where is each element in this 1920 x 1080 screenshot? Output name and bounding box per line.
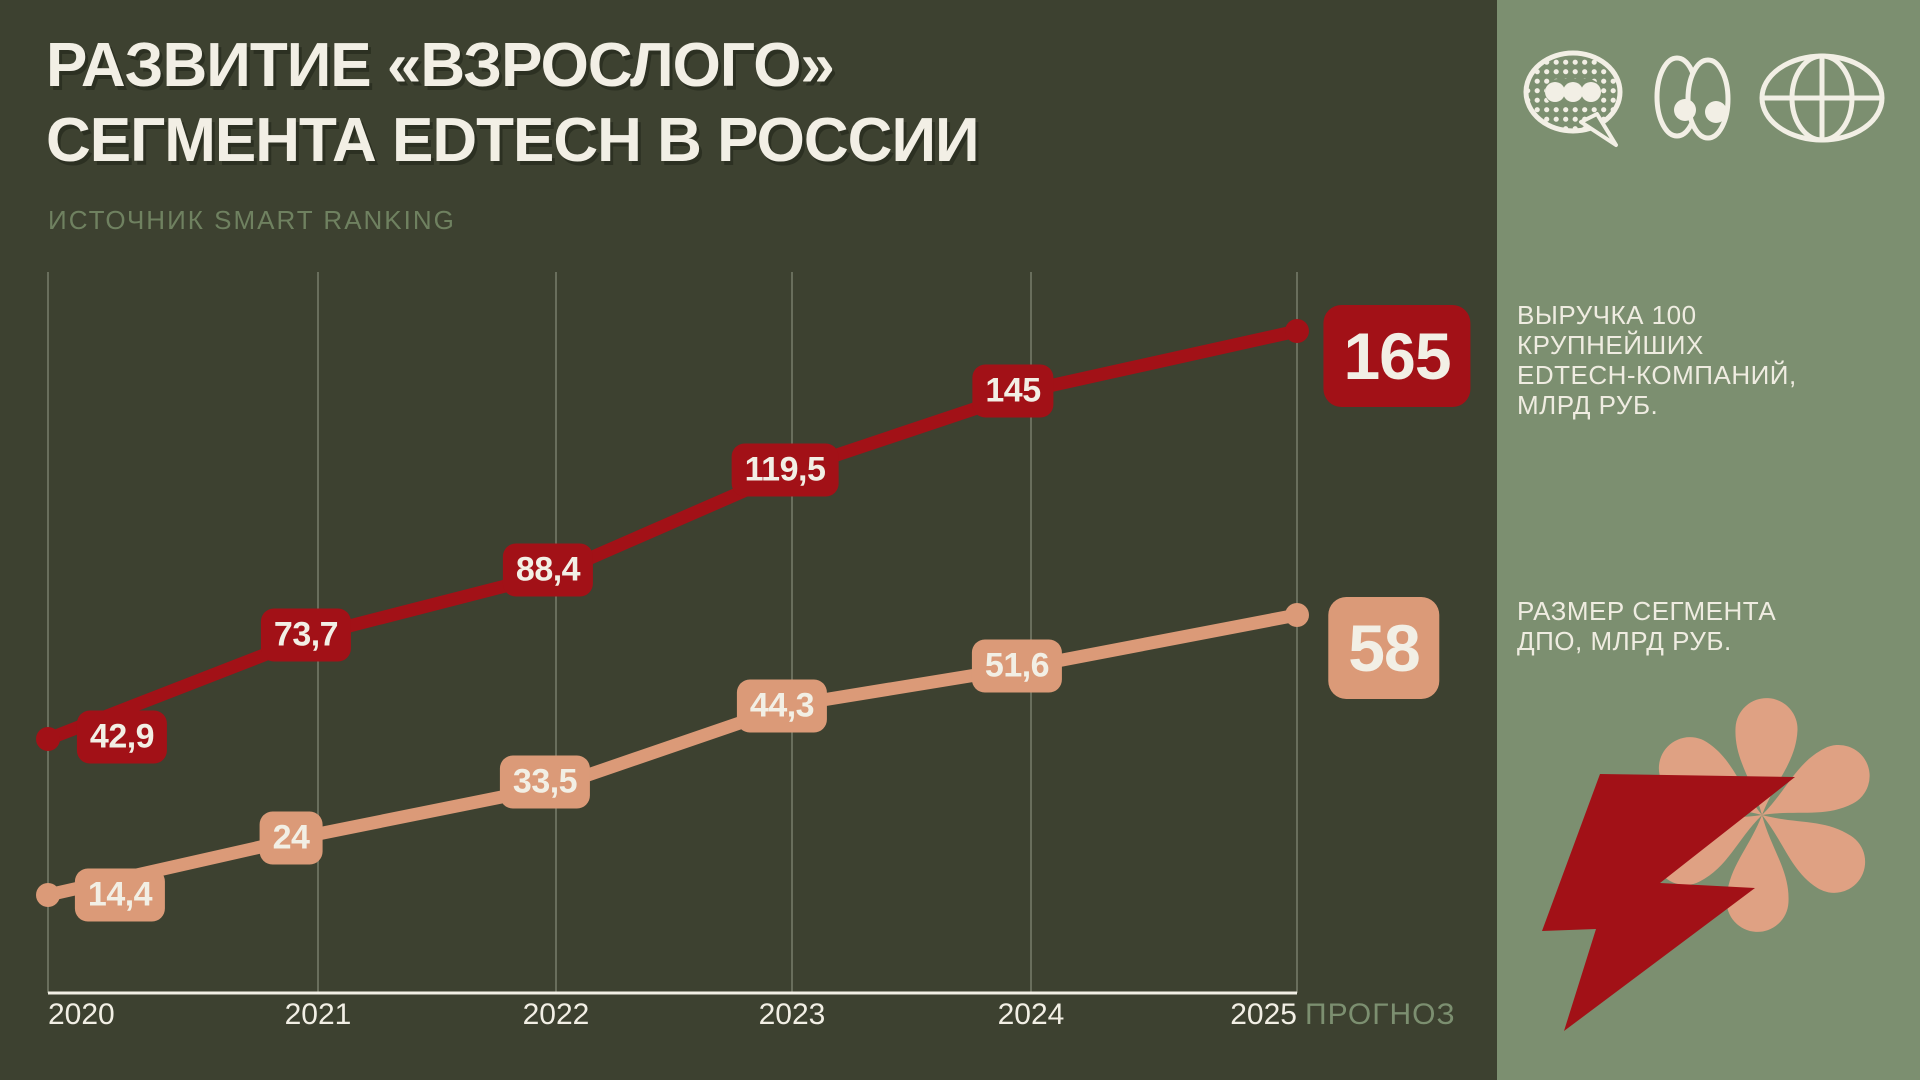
data-label-badge: 24 (259, 811, 323, 865)
bubble-dot (1563, 82, 1583, 102)
bubble-dot (1545, 82, 1565, 102)
flower-petal (1762, 815, 1866, 893)
source-label: ИСТОЧНИК SMART RANKING (48, 205, 456, 235)
data-label-badge: 88,4 (502, 543, 594, 597)
legend-dpo: РАЗМЕР СЕГМЕНТА ДПО, МЛРД РУБ. (1517, 596, 1776, 656)
title-line-1: РАЗВИТИЕ «ВЗРОСЛОГО» (46, 31, 835, 100)
page-title: РАЗВИТИЕ «ВЗРОСЛОГО» СЕГМЕНТА EDTECH В Р… (46, 28, 980, 178)
title-line-2: СЕГМЕНТА EDTECH В РОССИИ (46, 106, 980, 175)
data-label-badge: 73,7 (260, 608, 352, 662)
globe-icon (1759, 53, 1885, 143)
legend-revenue-line: ВЫРУЧКА 100 (1517, 300, 1697, 330)
sidebar: ВЫРУЧКА 100 КРУПНЕЙШИХ EDTECH-КОМПАНИЙ, … (1497, 0, 1920, 1080)
data-label-badge: 145 (972, 364, 1054, 418)
data-point-dot (1285, 603, 1309, 627)
flower-petal (1735, 698, 1798, 815)
legend-revenue: ВЫРУЧКА 100 КРУПНЕЙШИХ EDTECH-КОМПАНИЙ, … (1517, 300, 1797, 420)
eye-pupil (1674, 99, 1696, 121)
lightning-bolt-decoration (1542, 774, 1795, 1031)
data-point-dot (36, 727, 60, 751)
revenue-line (41, 324, 1304, 746)
data-label-badge: 33,5 (499, 755, 591, 809)
x-tick-label: 2024 (997, 998, 1065, 1031)
legend-revenue-line: МЛРД РУБ. (1517, 390, 1659, 420)
dpo-line (41, 608, 1304, 902)
forecast-label: ПРОГНОЗ (1305, 998, 1456, 1031)
x-tick-label: 2022 (522, 998, 590, 1031)
data-label-badge: 51,6 (971, 639, 1063, 693)
social-icon-row (1523, 44, 1903, 152)
x-tick-label: 2020 (48, 998, 115, 1031)
legend-revenue-line: КРУПНЕЙШИХ (1517, 330, 1704, 360)
x-tick-label: 2023 (758, 998, 826, 1031)
x-tick-label: 2021 (284, 998, 352, 1031)
data-label-badge: 119,5 (731, 443, 839, 497)
eye-pupil (1705, 101, 1727, 123)
data-point-dot (36, 883, 60, 907)
data-label-badge: 165 (1323, 305, 1471, 407)
data-label-badge: 44,3 (736, 679, 828, 733)
decoration (1542, 698, 1870, 1031)
flower-petal (1762, 744, 1870, 815)
legend-dpo-line: ДПО, МЛРД РУБ. (1517, 626, 1732, 656)
data-label-badge: 42,9 (76, 710, 168, 764)
speech-bubble-icon (1523, 50, 1623, 147)
flower-petal (1726, 815, 1789, 932)
bubble-dot (1581, 82, 1601, 102)
x-tick-label: 2025 (1230, 998, 1297, 1031)
legend-revenue-line: EDTECH-КОМПАНИЙ, (1517, 360, 1797, 390)
data-point-dot (1285, 319, 1309, 343)
data-label-badge: 58 (1328, 597, 1440, 699)
legend-dpo-line: РАЗМЕР СЕГМЕНТА (1517, 596, 1777, 626)
data-label-badge: 14,4 (74, 868, 166, 922)
eyes-icon (1654, 55, 1731, 141)
